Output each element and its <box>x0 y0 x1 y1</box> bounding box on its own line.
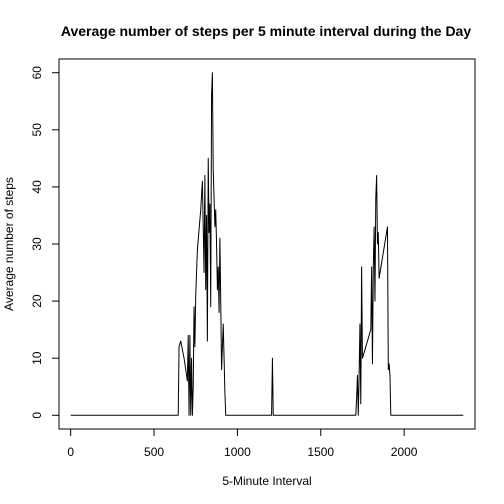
y-axis-label: Average number of steps <box>2 177 16 311</box>
y-tick-label: 10 <box>30 351 44 365</box>
plot-series <box>70 72 464 416</box>
y-tick-label: 50 <box>30 123 44 137</box>
y-tick-label: 20 <box>30 294 44 308</box>
chart-title: Average number of steps per 5 minute int… <box>61 23 471 39</box>
x-axis: 0 500 1000 1500 2000 <box>67 428 418 459</box>
x-axis-label: 5-Minute Interval <box>222 474 311 488</box>
y-tick-label: 30 <box>30 237 44 251</box>
y-axis: 0 10 20 30 40 50 60 <box>30 66 60 419</box>
y-tick-label: 40 <box>30 180 44 194</box>
x-tick-label: 0 <box>67 445 74 459</box>
y-tick-label: 0 <box>30 412 44 419</box>
x-tick-label: 1500 <box>307 445 334 459</box>
y-tick-label: 60 <box>30 66 44 80</box>
x-tick-label: 2000 <box>391 445 418 459</box>
x-tick-label: 500 <box>144 445 164 459</box>
plot-frame <box>58 58 476 430</box>
series-line <box>70 72 464 416</box>
x-tick-label: 1000 <box>224 445 251 459</box>
